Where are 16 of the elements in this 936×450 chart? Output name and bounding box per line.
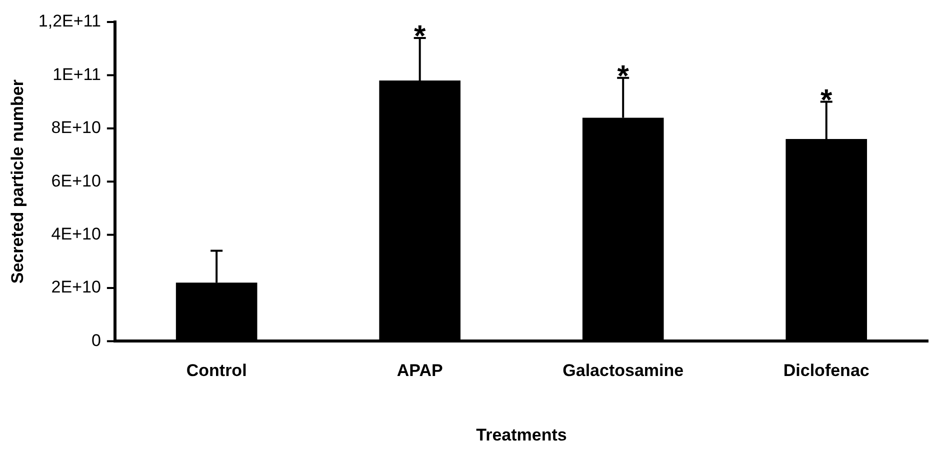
y-tick-label: 0 bbox=[91, 330, 101, 350]
y-tick-label: 2E+10 bbox=[51, 278, 101, 297]
x-axis-title: Treatments bbox=[476, 425, 567, 444]
y-tick-label: 6E+10 bbox=[51, 171, 101, 190]
x-tick-label: APAP bbox=[396, 361, 443, 380]
x-tick-label: Control bbox=[186, 361, 247, 380]
x-tick-label: Diclofenac bbox=[783, 361, 870, 380]
y-tick-label: 1E+11 bbox=[52, 64, 101, 84]
y-tick-label: 8E+10 bbox=[51, 118, 101, 138]
y-axis-title: Secreted particle number bbox=[8, 79, 27, 284]
y-tick-label: 4E+10 bbox=[51, 224, 101, 244]
annotation: * bbox=[414, 20, 426, 53]
annotation: * bbox=[820, 84, 833, 117]
annotation: * bbox=[617, 60, 630, 93]
x-tick-label: Galactosamine bbox=[562, 361, 684, 380]
y-tick-label: 1,2E+11 bbox=[38, 12, 101, 31]
